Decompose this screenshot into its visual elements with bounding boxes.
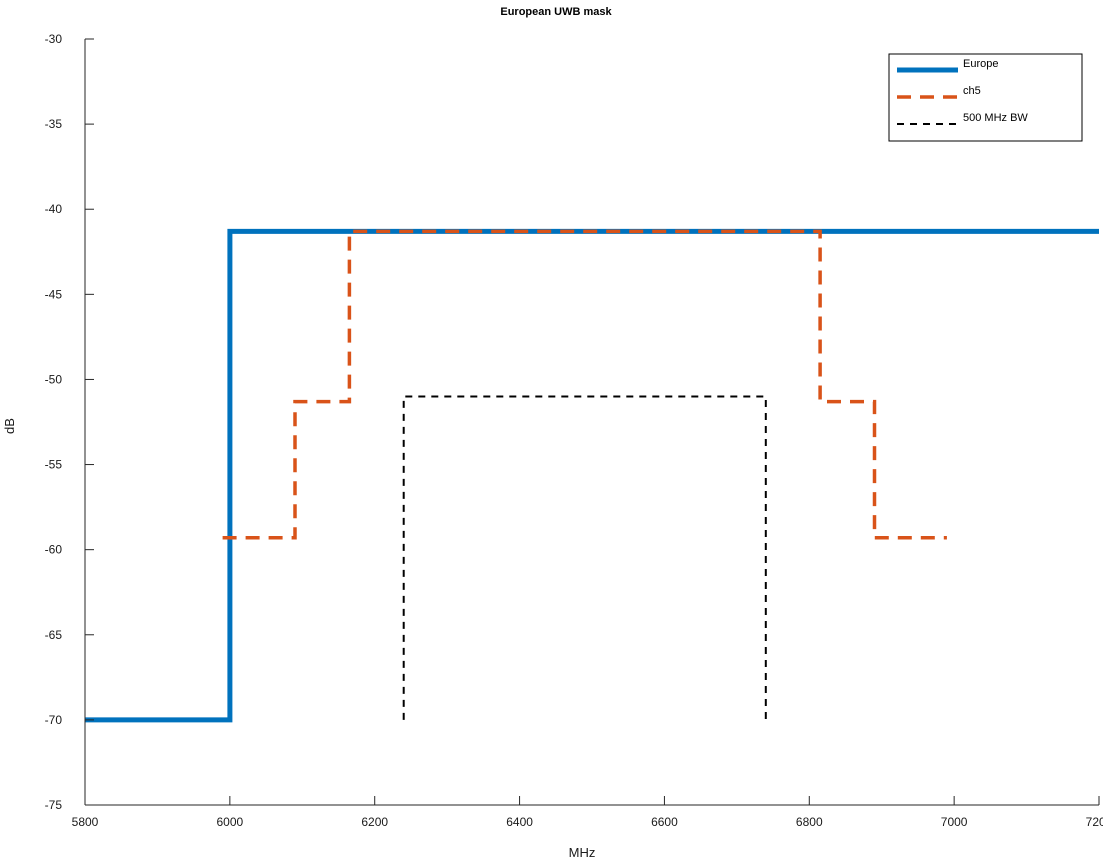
- y-tick-label: -65: [45, 628, 63, 642]
- y-tick-label: -75: [45, 798, 63, 812]
- x-tick-label: 7000: [941, 815, 968, 829]
- x-tick-label: 6800: [796, 815, 823, 829]
- x-tick-label: 7200: [1086, 815, 1103, 829]
- y-tick-label: -30: [45, 32, 63, 46]
- y-axis-label: dB: [2, 418, 17, 434]
- y-tick-label: -70: [45, 713, 63, 727]
- x-tick-label: 6000: [217, 815, 244, 829]
- y-tick-label: -40: [45, 202, 63, 216]
- y-tick-label: -35: [45, 117, 63, 131]
- series-line-3: [402, 395, 767, 720]
- x-tick-label: 6200: [361, 815, 388, 829]
- legend-label-3: 500 MHz BW: [963, 112, 1028, 124]
- legend-label-1: Europe: [963, 58, 998, 70]
- legend: Europe ch5 500 MHz BW: [888, 53, 1083, 142]
- y-tick-label: -45: [45, 287, 63, 301]
- chart-title: European UWB mask: [500, 6, 612, 18]
- plot-area: [85, 228, 1099, 723]
- legend-label-2: ch5: [963, 85, 981, 97]
- y-tick-label: -60: [45, 543, 63, 557]
- x-tick-label: 6600: [651, 815, 678, 829]
- y-tick-label: -50: [45, 372, 63, 386]
- y-tick-label: -55: [45, 458, 63, 472]
- x-axis-label: MHz: [569, 845, 596, 860]
- x-tick-label: 6400: [506, 815, 533, 829]
- x-tick-label: 5800: [72, 815, 99, 829]
- axes: 5800 6000 6200 6400 6600 6800 7000 7200 -30 -35 -4…: [45, 32, 1103, 829]
- series-line-2: [222, 229, 947, 540]
